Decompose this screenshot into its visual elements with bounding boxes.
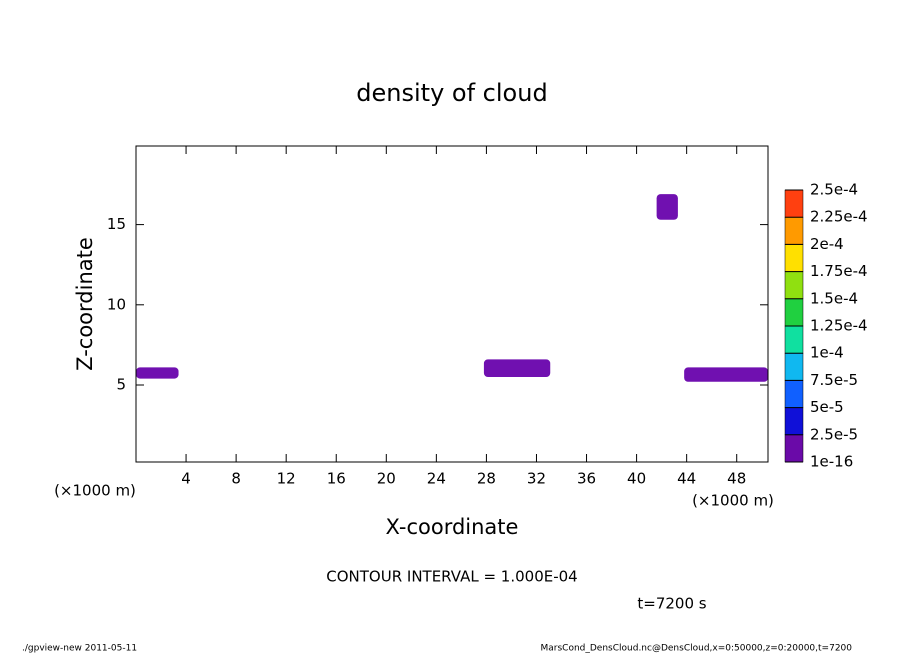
x-tick-label: 12 <box>277 470 296 488</box>
colorbar-cell <box>784 352 804 381</box>
colorbar-label: 1.75e-4 <box>810 262 868 280</box>
footer-left: ./gpview-new 2011-05-11 <box>22 644 137 654</box>
cloud-region <box>136 367 179 379</box>
x-tick-label: 20 <box>377 470 396 488</box>
colorbar-label: 2e-4 <box>810 235 844 253</box>
y-axis-label: Z-coordinate <box>73 237 97 371</box>
colorbar-cell <box>784 407 804 436</box>
x-tick-label: 32 <box>527 470 546 488</box>
colorbar-label: 1.5e-4 <box>810 289 858 307</box>
colorbar-label: 5e-5 <box>810 398 844 416</box>
y-tick-label: 5 <box>116 376 126 394</box>
y-unit-label: (×1000 m) <box>54 482 136 500</box>
x-tick-label: 36 <box>577 470 596 488</box>
colorbar-cell <box>784 216 804 245</box>
plot-frame <box>135 145 769 463</box>
colorbar-cell <box>784 244 804 272</box>
colorbar-cell <box>784 298 804 327</box>
contour-interval: CONTOUR INTERVAL = 1.000E-04 <box>326 568 577 586</box>
footer-right: MarsCond_DensCloud.nc@DensCloud,x=0:5000… <box>541 644 853 654</box>
colorbar-cell <box>784 434 804 463</box>
colorbar-cell <box>784 189 804 218</box>
x-tick-label: 40 <box>627 470 646 488</box>
x-tick-label: 8 <box>231 470 241 488</box>
cloud-region <box>483 359 551 377</box>
colorbar-label: 2.25e-4 <box>810 208 868 226</box>
colorbar-cell <box>784 325 804 354</box>
x-tick-label: 24 <box>427 470 446 488</box>
x-tick-label: 4 <box>181 470 191 488</box>
chart-title: density of cloud <box>356 79 547 107</box>
x-unit-label: (×1000 m) <box>692 492 774 510</box>
colorbar-cell <box>784 271 804 300</box>
time-label: t=7200 s <box>637 595 706 613</box>
colorbar-label: 2.5e-5 <box>810 425 858 443</box>
x-axis-label: X-coordinate <box>386 515 519 539</box>
colorbar-label: 1.25e-4 <box>810 317 868 335</box>
cloud-region <box>684 367 768 382</box>
x-tick-label: 48 <box>727 470 746 488</box>
y-tick-label: 10 <box>107 295 126 313</box>
colorbar-label: 1e-4 <box>810 344 844 362</box>
x-tick-label: 16 <box>327 470 346 488</box>
x-tick-label: 44 <box>677 470 696 488</box>
colorbar-label: 1e-16 <box>810 453 853 471</box>
colorbar-label: 2.5e-4 <box>810 181 858 199</box>
colorbar-cell <box>784 380 804 408</box>
colorbar-label: 7.5e-5 <box>810 371 858 389</box>
y-tick-label: 15 <box>107 215 126 233</box>
x-tick-label: 28 <box>477 470 496 488</box>
cloud-region <box>656 194 678 220</box>
